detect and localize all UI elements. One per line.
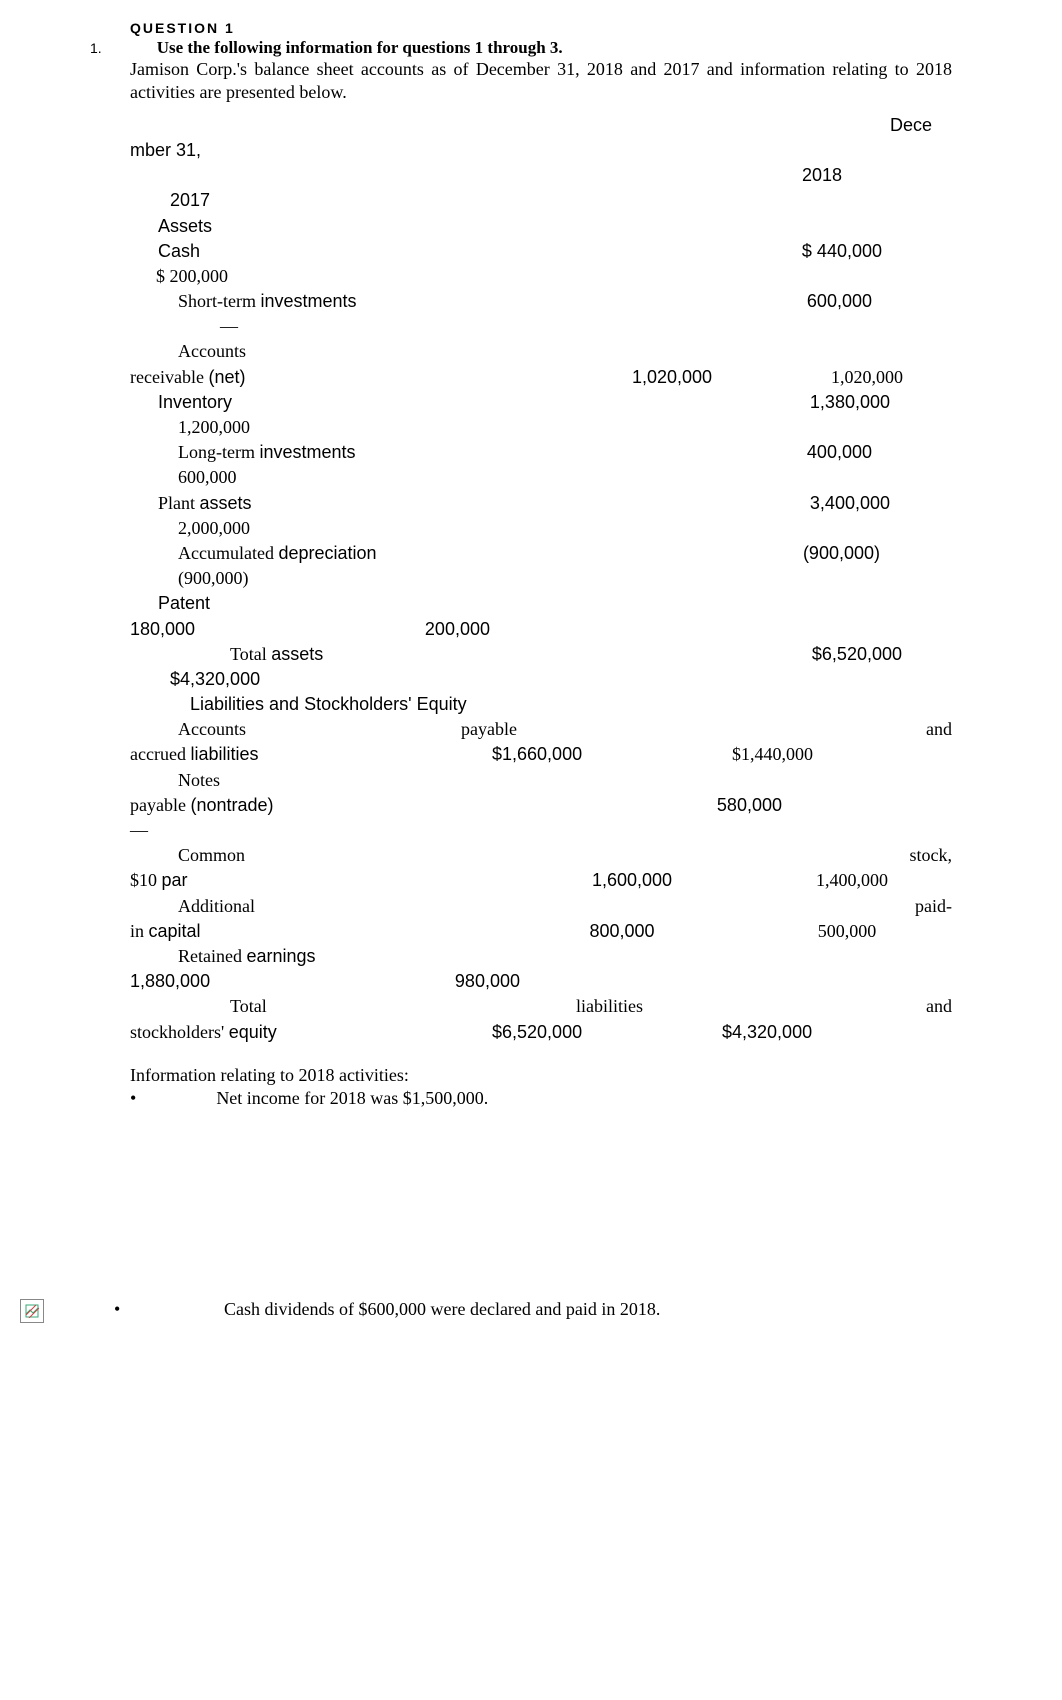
activities-header: Information relating to 2018 activities: xyxy=(130,1065,972,1086)
inv-2018: 1,380,000 xyxy=(810,390,972,415)
cash-label: Cash xyxy=(130,239,200,264)
total-assets-2018: $6,520,000 xyxy=(812,642,972,667)
question-number: 1. xyxy=(90,40,102,56)
apic-p1: Additional xyxy=(130,894,255,919)
patent-label: Patent xyxy=(130,591,972,616)
plant-2017: 2,000,000 xyxy=(130,516,972,541)
tlse-2017: $4,320,000 xyxy=(692,1020,972,1045)
plant-label-p2: assets xyxy=(200,493,252,513)
re-2018: 1,880,000 xyxy=(130,969,210,994)
ar-label-p3: (net) xyxy=(208,367,245,387)
total-assets-2017: $4,320,000 xyxy=(130,667,972,692)
question-header: QUESTION 1 xyxy=(130,20,972,36)
tlse-p3: and xyxy=(926,994,972,1019)
sti-2018: 600,000 xyxy=(807,289,972,314)
plant-2018: 3,400,000 xyxy=(810,491,972,516)
apic-2017: 500,000 xyxy=(722,919,972,944)
lti-label-p1: Long-term xyxy=(178,442,255,462)
tlse-p4: stockholders' xyxy=(130,1022,224,1042)
activity-2: Cash dividends of $600,000 were declared… xyxy=(134,1299,660,1319)
ar-label-p1: Accounts xyxy=(130,339,972,364)
ap-2018: $1,660,000 xyxy=(492,742,692,767)
np-2017: — xyxy=(130,818,972,843)
sti-label-p2: investments xyxy=(261,291,357,311)
accdep-2017: (900,000) xyxy=(130,566,972,591)
ar-2018: 1,020,000 xyxy=(582,365,762,390)
ar-label-p2: receivable xyxy=(130,367,204,387)
second-bullet-block: • Cash dividends of $600,000 were declar… xyxy=(20,1299,1062,1323)
plant-label-p1: Plant xyxy=(158,493,195,513)
accdep-label-p2: depreciation xyxy=(278,543,376,563)
year-2017-header: 2017 xyxy=(130,188,972,213)
tlse-p5: equity xyxy=(229,1022,277,1042)
ap-p3: and xyxy=(926,717,972,742)
total-assets-p1: Total xyxy=(230,644,267,664)
inv-label: Inventory xyxy=(130,390,232,415)
lti-2018: 400,000 xyxy=(807,440,972,465)
re-p1: Retained xyxy=(178,946,242,966)
year-2018-header: 2018 xyxy=(802,163,972,188)
ap-p5: liabilities xyxy=(190,744,258,764)
patent-2017: 200,000 xyxy=(425,617,490,642)
broken-image-icon xyxy=(20,1299,44,1323)
patent-2018: 180,000 xyxy=(130,617,195,642)
tlse-2018: $6,520,000 xyxy=(492,1020,692,1045)
lse-header: Liabilities and Stockholders' Equity xyxy=(130,692,972,717)
balance-sheet: Dece mber 31, 2018 2017 Assets Cash $ 44… xyxy=(130,113,972,1045)
assets-header: Assets xyxy=(130,214,972,239)
re-2017: 980,000 xyxy=(455,969,520,994)
apic-p4: capital xyxy=(149,921,201,941)
ap-p2: payable xyxy=(461,717,711,742)
inv-2017: 1,200,000 xyxy=(130,415,972,440)
question-instruction: Use the following information for questi… xyxy=(157,38,563,58)
np-p1: Notes xyxy=(130,768,972,793)
cs-2018: 1,600,000 xyxy=(532,868,732,893)
lti-label-p2: investments xyxy=(259,442,355,462)
np-p2: payable xyxy=(130,795,186,815)
bullet-icon-2: • xyxy=(114,1299,120,1320)
cs-p2: stock, xyxy=(910,843,973,868)
cs-p3: $10 xyxy=(130,870,157,890)
sti-label-p1: Short-term xyxy=(178,291,256,311)
accdep-2018: (900,000) xyxy=(803,541,972,566)
activity-1: Net income for 2018 was $1,500,000. xyxy=(216,1088,488,1109)
cash-2017: $ 200,000 xyxy=(130,264,972,289)
ap-p1: Accounts xyxy=(130,717,246,742)
np-p3: (nontrade) xyxy=(190,795,273,815)
date-label-part1: Dece xyxy=(890,113,972,138)
np-2018: 580,000 xyxy=(717,793,972,818)
sti-2017: — xyxy=(130,314,972,339)
cash-2018: $ 440,000 xyxy=(802,239,972,264)
apic-2018: 800,000 xyxy=(522,919,722,944)
bullet-icon: • xyxy=(130,1088,136,1109)
apic-p2: paid- xyxy=(915,894,972,919)
date-label-part2: mber 31, xyxy=(130,138,972,163)
tlse-p1: Total xyxy=(130,994,267,1019)
cs-p4: par xyxy=(162,870,188,890)
tlse-p2: liabilities xyxy=(576,994,926,1019)
ap-p4: accrued xyxy=(130,744,186,764)
activities-section: Information relating to 2018 activities:… xyxy=(130,1065,972,1109)
cs-2017: 1,400,000 xyxy=(732,868,972,893)
ar-2017: 1,020,000 xyxy=(762,365,972,390)
re-p2: earnings xyxy=(246,946,315,966)
question-intro: Jamison Corp.'s balance sheet accounts a… xyxy=(130,58,952,105)
total-assets-p2: assets xyxy=(271,644,323,664)
lti-2017: 600,000 xyxy=(130,465,972,490)
accdep-label-p1: Accumulated xyxy=(178,543,274,563)
question-instruction-line: 1. Use the following information for que… xyxy=(90,38,972,58)
ap-2017: $1,440,000 xyxy=(692,742,972,767)
apic-p3: in xyxy=(130,921,144,941)
cs-p1: Common xyxy=(130,843,245,868)
